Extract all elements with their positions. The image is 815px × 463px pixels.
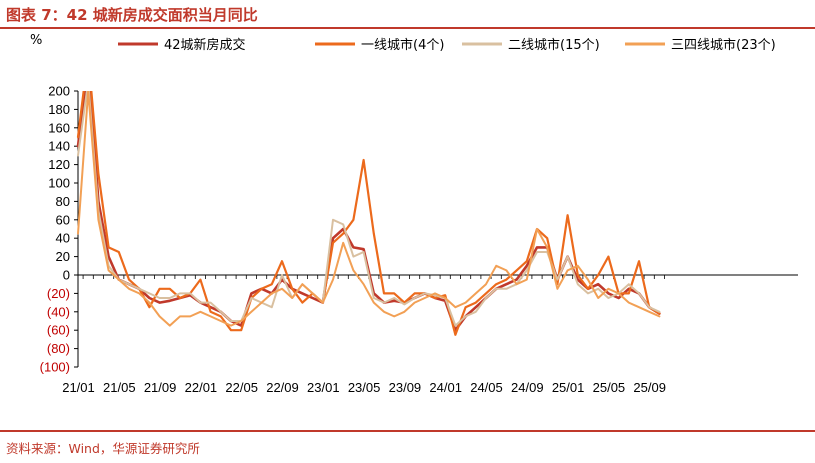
legend-label: 42城新房成交 <box>164 37 246 53</box>
figure-title: 图表 7：42 城新房成交面积当月同比 <box>6 6 258 24</box>
y-tick-label: (40) <box>47 304 70 319</box>
x-tick-label: 24/05 <box>470 380 503 395</box>
x-tick-label: 24/01 <box>429 380 462 395</box>
series-line-4 <box>77 91 661 327</box>
x-tick-label: 23/09 <box>389 380 422 395</box>
legend-label: 一线城市(4个) <box>361 37 444 53</box>
y-axis-unit: % <box>30 33 43 48</box>
x-tick-label: 23/01 <box>307 380 340 395</box>
y-tick-label: 200 <box>48 84 70 99</box>
y-tick-label: 20 <box>56 249 70 264</box>
y-tick-label: 60 <box>56 212 70 227</box>
source-note: 资料来源：Wind，华源证券研究所 <box>6 441 200 456</box>
y-tick-label: 100 <box>48 176 70 191</box>
source-rule <box>0 430 815 432</box>
y-tick-label: (20) <box>47 286 70 301</box>
x-tick-label: 22/01 <box>185 380 218 395</box>
y-tick-label: 120 <box>48 157 70 172</box>
y-tick-label: 160 <box>48 120 70 135</box>
y-tick-label: (100) <box>40 360 70 375</box>
x-tick-label: 25/01 <box>552 380 585 395</box>
y-tick-label: 80 <box>56 194 70 209</box>
x-tick-label: 22/05 <box>225 380 258 395</box>
series-line-2 <box>76 91 661 336</box>
x-tick-label: 25/05 <box>593 380 626 395</box>
x-tick-label: 23/05 <box>348 380 381 395</box>
x-tick-label: 25/09 <box>633 380 666 395</box>
x-tick-label: 24/09 <box>511 380 544 395</box>
x-tick-label: 22/09 <box>266 380 299 395</box>
y-tick-label: 0 <box>63 268 70 283</box>
y-tick-label: (60) <box>47 323 70 338</box>
y-tick-label: 40 <box>56 231 70 246</box>
y-tick-label: 140 <box>48 139 70 154</box>
series-line-3 <box>77 91 661 327</box>
legend-label: 三四线城市(23个) <box>671 37 776 53</box>
x-tick-label: 21/01 <box>62 380 95 395</box>
legend-label: 二线城市(15个) <box>508 37 600 53</box>
x-tick-label: 21/09 <box>144 380 177 395</box>
x-tick-label: 21/05 <box>103 380 136 395</box>
y-tick-label: 180 <box>48 102 70 117</box>
title-rule <box>0 27 815 29</box>
y-tick-label: (80) <box>47 341 70 356</box>
